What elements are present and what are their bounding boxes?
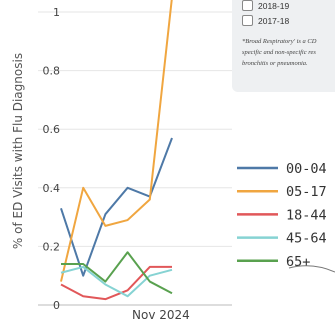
season-checkbox[interactable]: [242, 15, 253, 26]
x-tick-labels: Nov 2024: [132, 308, 190, 322]
series-lines: [60, 0, 173, 301]
broad-respiratory-footnote: *Broad Respiratory' is a CD specific and…: [242, 36, 335, 69]
series-line: [60, 265, 172, 301]
y-tick-labels: 0 0.2 0.4 0.6 0.8 1: [43, 6, 61, 312]
footnote-line: specific and non-specific res: [242, 49, 316, 56]
footnote-line: bronchitis or pneumonia.: [242, 60, 308, 67]
y-tick-label: 0.2: [43, 240, 61, 253]
series-line: [61, 251, 173, 295]
grid-lines: [38, 11, 232, 247]
legend-scroll-indicator: [288, 265, 335, 273]
y-axis-label: % of ED Visits with Flu Diagnosis: [11, 53, 25, 249]
legend-label: 05-17: [286, 184, 327, 200]
y-tick-label: 0.8: [43, 65, 61, 78]
legend-label: 45-64: [286, 231, 327, 247]
x-tick-label: Nov 2024: [132, 308, 190, 322]
series-line: [60, 0, 173, 282]
series-line: [60, 137, 173, 277]
season-filter-panel: 2018-19 2017-18 *Broad Respiratory' is a…: [232, 0, 335, 92]
y-tick-label: 0.6: [43, 123, 61, 136]
legend-label: 00-04: [286, 161, 327, 177]
y-tick-label: 1: [53, 6, 60, 19]
season-option-label: 2018-19: [258, 0, 290, 11]
series-line: [60, 265, 173, 298]
season-option-2018-19[interactable]: 2018-19: [242, 0, 335, 13]
footnote-line: *Broad Respiratory' is a CD: [242, 38, 317, 45]
y-tick-label: 0: [53, 299, 60, 312]
y-tick-label: 0.4: [43, 182, 61, 195]
season-checkbox[interactable]: [242, 0, 253, 11]
legend-label: 18-44: [286, 207, 327, 223]
season-option-label: 2017-18: [258, 15, 290, 26]
season-option-2017-18[interactable]: 2017-18: [242, 13, 335, 28]
